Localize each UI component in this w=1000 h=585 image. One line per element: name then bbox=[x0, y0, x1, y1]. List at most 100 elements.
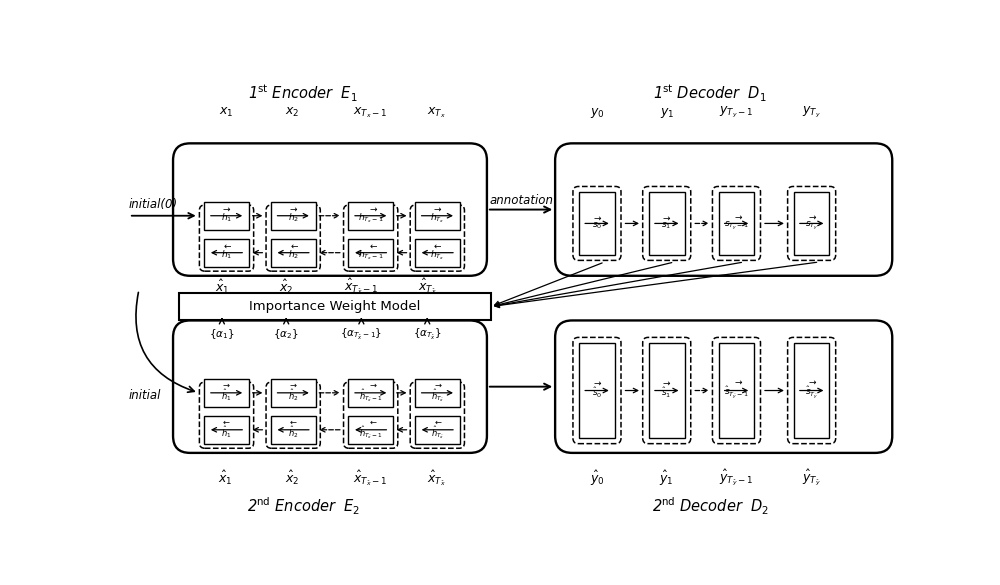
Text: $\overrightarrow{s_{T_y-1}}$: $\overrightarrow{s_{T_y-1}}$ bbox=[724, 215, 749, 232]
Text: $\overrightarrow{h_{T_x}}$: $\overrightarrow{h_{T_x}}$ bbox=[430, 207, 444, 225]
FancyBboxPatch shape bbox=[573, 338, 621, 443]
FancyBboxPatch shape bbox=[344, 205, 398, 271]
Text: $\hat{y}_1$: $\hat{y}_1$ bbox=[659, 469, 674, 488]
Bar bbox=[794, 343, 829, 438]
Text: $\overrightarrow{s_{T_y}}$: $\overrightarrow{s_{T_y}}$ bbox=[805, 215, 818, 232]
Text: Importance Weight Model: Importance Weight Model bbox=[249, 300, 421, 313]
Text: $\overrightarrow{h_{T_x-1}}$: $\overrightarrow{h_{T_x-1}}$ bbox=[358, 207, 383, 225]
Text: 2$^{\rm nd}$ Decoder  $\boldsymbol{D_2}$: 2$^{\rm nd}$ Decoder $\boldsymbol{D_2}$ bbox=[652, 496, 769, 518]
Text: $y_0$: $y_0$ bbox=[590, 105, 604, 119]
FancyBboxPatch shape bbox=[712, 187, 761, 260]
Text: $y_{T_y-1}$: $y_{T_y-1}$ bbox=[719, 105, 754, 120]
Text: $\overrightarrow{h_2}$: $\overrightarrow{h_2}$ bbox=[288, 207, 299, 225]
Bar bbox=[204, 416, 249, 443]
FancyBboxPatch shape bbox=[555, 143, 892, 276]
Text: annotation: annotation bbox=[489, 194, 553, 207]
FancyBboxPatch shape bbox=[266, 382, 320, 448]
Bar bbox=[204, 202, 249, 229]
Text: $\overrightarrow{\hat{s}_1}$: $\overrightarrow{\hat{s}_1}$ bbox=[661, 381, 672, 400]
Text: $\overrightarrow{\hat{h}_{T_{\hat{x}}-1}}$: $\overrightarrow{\hat{h}_{T_{\hat{x}}-1}… bbox=[359, 382, 383, 404]
Text: $\overrightarrow{\hat{h}_1}$: $\overrightarrow{\hat{h}_1}$ bbox=[221, 383, 232, 403]
FancyBboxPatch shape bbox=[410, 205, 464, 271]
FancyBboxPatch shape bbox=[788, 187, 836, 260]
Text: 2$^{\rm nd}$ Encoder  $\boldsymbol{E_2}$: 2$^{\rm nd}$ Encoder $\boldsymbol{E_2}$ bbox=[247, 496, 360, 518]
Text: $\overrightarrow{h_1}$: $\overrightarrow{h_1}$ bbox=[221, 207, 232, 225]
Bar bbox=[271, 379, 316, 407]
Bar bbox=[719, 192, 754, 255]
Text: $\overrightarrow{s_0}$: $\overrightarrow{s_0}$ bbox=[592, 216, 602, 231]
Text: $\overleftarrow{\hat{h}_{T_{\hat{x}}}}$: $\overleftarrow{\hat{h}_{T_{\hat{x}}}}$ bbox=[431, 419, 444, 441]
Text: 1$^{\rm st}$ Decoder  $\boldsymbol{D_1}$: 1$^{\rm st}$ Decoder $\boldsymbol{D_1}$ bbox=[653, 82, 767, 104]
Text: $\overrightarrow{\hat{s}_0}$: $\overrightarrow{\hat{s}_0}$ bbox=[592, 381, 602, 400]
Bar bbox=[579, 343, 615, 438]
Bar bbox=[271, 202, 316, 229]
Bar bbox=[415, 202, 460, 229]
FancyBboxPatch shape bbox=[555, 321, 892, 453]
FancyBboxPatch shape bbox=[410, 382, 464, 448]
Bar bbox=[649, 192, 685, 255]
Text: $x_2$: $x_2$ bbox=[285, 106, 300, 119]
Text: $\hat{y}_0$: $\hat{y}_0$ bbox=[590, 469, 604, 488]
Text: $\hat{x}_{T_{\hat{x}}-1}$: $\hat{x}_{T_{\hat{x}}-1}$ bbox=[353, 469, 387, 488]
Bar bbox=[348, 379, 393, 407]
Text: $\overleftarrow{\hat{h}_{T_{\hat{x}}-1}}$: $\overleftarrow{\hat{h}_{T_{\hat{x}}-1}}… bbox=[359, 419, 383, 441]
Text: 1$^{\rm st}$ Encoder  $\boldsymbol{E_1}$: 1$^{\rm st}$ Encoder $\boldsymbol{E_1}$ bbox=[248, 82, 358, 104]
Bar bbox=[579, 192, 615, 255]
Bar bbox=[179, 292, 491, 321]
Text: $x_1$: $x_1$ bbox=[219, 106, 233, 119]
Text: $\overrightarrow{s_1}$: $\overrightarrow{s_1}$ bbox=[661, 216, 672, 231]
Text: $y_1$: $y_1$ bbox=[660, 105, 674, 119]
Text: $\overrightarrow{\hat{h}_{T_{\hat{x}}}}$: $\overrightarrow{\hat{h}_{T_{\hat{x}}}}$ bbox=[431, 382, 444, 404]
FancyBboxPatch shape bbox=[344, 382, 398, 448]
Bar bbox=[204, 379, 249, 407]
Bar bbox=[348, 202, 393, 229]
Text: $\hat{x}_2$: $\hat{x}_2$ bbox=[279, 277, 293, 295]
Text: $\hat{y}_{T_{\hat{y}}}$: $\hat{y}_{T_{\hat{y}}}$ bbox=[802, 468, 821, 488]
Bar bbox=[719, 343, 754, 438]
Text: $\hat{y}_{T_{\hat{y}}-1}$: $\hat{y}_{T_{\hat{y}}-1}$ bbox=[719, 468, 754, 488]
Bar bbox=[794, 192, 829, 255]
FancyBboxPatch shape bbox=[199, 382, 254, 448]
Text: $\hat{x}_{T_{\hat{x}}-1}$: $\hat{x}_{T_{\hat{x}}-1}$ bbox=[344, 277, 379, 297]
Text: $\overrightarrow{\hat{h}_2}$: $\overrightarrow{\hat{h}_2}$ bbox=[288, 383, 298, 403]
Text: initial: initial bbox=[129, 390, 161, 402]
Bar bbox=[271, 239, 316, 267]
Bar bbox=[415, 416, 460, 443]
Bar bbox=[204, 239, 249, 267]
Text: $\hat{x}_2$: $\hat{x}_2$ bbox=[285, 469, 300, 487]
Text: $\overleftarrow{h_{T_x-1}}$: $\overleftarrow{h_{T_x-1}}$ bbox=[358, 243, 383, 262]
FancyBboxPatch shape bbox=[643, 338, 691, 443]
Bar bbox=[348, 416, 393, 443]
Text: $\overleftarrow{h_1}$: $\overleftarrow{h_1}$ bbox=[221, 244, 232, 261]
Text: $\overleftarrow{\hat{h}_1}$: $\overleftarrow{\hat{h}_1}$ bbox=[221, 419, 232, 440]
Text: $\hat{x}_1$: $\hat{x}_1$ bbox=[218, 469, 233, 487]
Text: $\hat{x}_{T_{\hat{x}}}$: $\hat{x}_{T_{\hat{x}}}$ bbox=[418, 277, 437, 297]
Text: $x_{T_x}$: $x_{T_x}$ bbox=[427, 105, 446, 120]
FancyBboxPatch shape bbox=[788, 338, 836, 443]
Bar bbox=[415, 239, 460, 267]
Text: $\hat{x}_{T_{\hat{x}}}$: $\hat{x}_{T_{\hat{x}}}$ bbox=[427, 469, 446, 488]
Text: $\{\alpha_{T_{\hat{x}}-1}\}$: $\{\alpha_{T_{\hat{x}}-1}\}$ bbox=[340, 327, 382, 342]
Text: $\overleftarrow{\hat{h}_2}$: $\overleftarrow{\hat{h}_2}$ bbox=[288, 419, 298, 440]
Bar bbox=[271, 416, 316, 443]
Bar bbox=[649, 343, 685, 438]
FancyBboxPatch shape bbox=[173, 321, 487, 453]
Text: $\{\alpha_2\}$: $\{\alpha_2\}$ bbox=[273, 328, 299, 341]
Text: $\overleftarrow{h_{T_x}}$: $\overleftarrow{h_{T_x}}$ bbox=[430, 243, 444, 262]
FancyBboxPatch shape bbox=[573, 187, 621, 260]
FancyBboxPatch shape bbox=[643, 187, 691, 260]
Text: $\{\alpha_{T_{\hat{x}}}\}$: $\{\alpha_{T_{\hat{x}}}\}$ bbox=[413, 327, 442, 342]
Text: $\{\alpha_1\}$: $\{\alpha_1\}$ bbox=[209, 328, 235, 341]
FancyBboxPatch shape bbox=[199, 205, 254, 271]
Text: initial(0): initial(0) bbox=[128, 198, 177, 211]
Text: $\hat{x}_1$: $\hat{x}_1$ bbox=[215, 277, 229, 295]
Text: $\overleftarrow{h_2}$: $\overleftarrow{h_2}$ bbox=[288, 244, 299, 261]
FancyBboxPatch shape bbox=[173, 143, 487, 276]
Bar bbox=[415, 379, 460, 407]
Text: $y_{T_y}$: $y_{T_y}$ bbox=[802, 105, 821, 120]
FancyBboxPatch shape bbox=[712, 338, 761, 443]
Text: $x_{T_x-1}$: $x_{T_x-1}$ bbox=[353, 105, 387, 120]
Text: $\overrightarrow{\hat{s}_{T_{\hat{y}}}}$: $\overrightarrow{\hat{s}_{T_{\hat{y}}}}$ bbox=[805, 380, 818, 401]
Text: $\overrightarrow{\hat{s}_{T_{\hat{y}}-1}}$: $\overrightarrow{\hat{s}_{T_{\hat{y}}-1}… bbox=[724, 380, 749, 401]
Bar bbox=[348, 239, 393, 267]
